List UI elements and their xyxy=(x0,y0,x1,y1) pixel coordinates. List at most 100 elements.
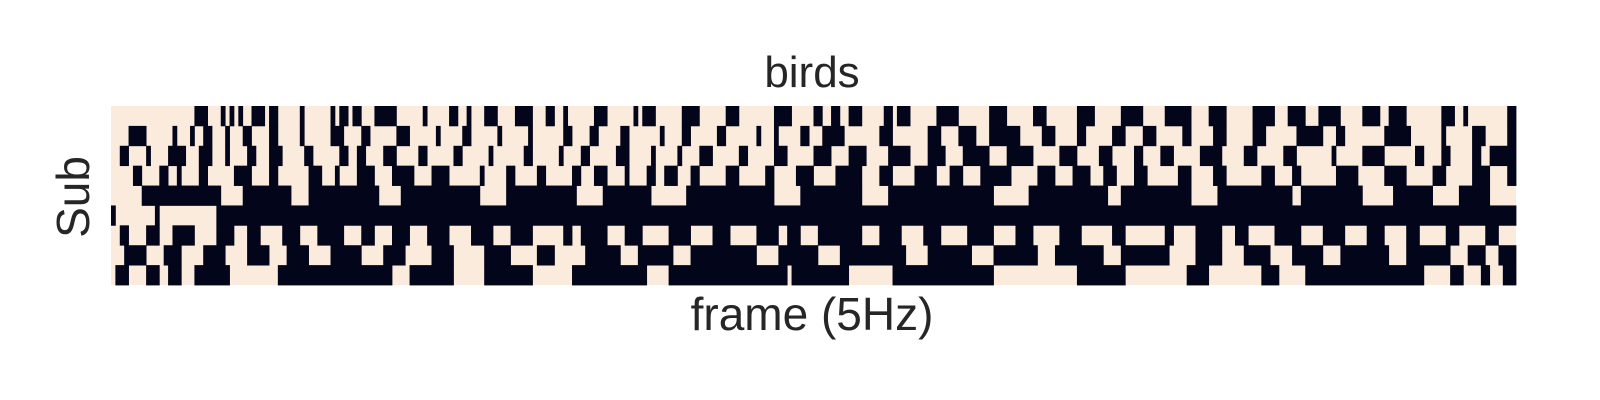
heatmap-cell xyxy=(572,265,648,286)
heatmap-cell xyxy=(1213,165,1227,186)
heatmap-cell xyxy=(1388,106,1407,127)
heatmap-cell xyxy=(1441,145,1451,167)
heatmap-cell xyxy=(1041,125,1056,147)
heatmap-cell xyxy=(247,145,257,167)
heatmap-cell xyxy=(800,125,810,147)
heatmap-cell xyxy=(1177,165,1192,186)
heatmap-cell xyxy=(980,165,1012,186)
heatmap-cell xyxy=(1458,185,1491,206)
heatmap-cell xyxy=(936,106,959,127)
heatmap-cell xyxy=(817,225,863,246)
heatmap-cell xyxy=(514,106,533,127)
heatmap-cell xyxy=(1015,225,1034,246)
heatmap-cell xyxy=(585,245,621,266)
heatmap-cell xyxy=(159,165,169,186)
heatmap-cell xyxy=(1059,225,1082,246)
heatmap-cell xyxy=(299,125,305,147)
heatmap-cell xyxy=(1186,265,1210,286)
heatmap-cell xyxy=(190,125,195,147)
heatmap-cell xyxy=(528,125,533,147)
heatmap-cell xyxy=(242,125,252,147)
heatmap-cell xyxy=(1076,265,1126,286)
heatmap-cell xyxy=(681,106,700,127)
heatmap-cell xyxy=(1195,245,1223,266)
heatmap-cell xyxy=(510,225,533,246)
heatmap-cell xyxy=(1006,145,1034,167)
heatmap-cell xyxy=(1502,265,1517,286)
heatmap-cell xyxy=(1072,165,1091,186)
heatmap-cell xyxy=(361,125,371,147)
heatmap-cell xyxy=(484,245,511,266)
heatmap-cell xyxy=(220,106,226,127)
heatmap-row-9 xyxy=(115,265,1517,286)
heatmap-cell xyxy=(334,165,340,186)
heatmap-cell xyxy=(822,125,845,147)
heatmap-cell xyxy=(141,185,222,206)
heatmap-cell xyxy=(269,125,279,147)
heatmap-cell xyxy=(967,225,994,246)
heatmap-cell xyxy=(738,145,749,167)
heatmap-cell xyxy=(479,165,485,186)
heatmap-cell xyxy=(115,265,129,286)
heatmap-row-4 xyxy=(132,165,1517,186)
heatmap-row-7 xyxy=(119,225,1499,246)
heatmap-cell xyxy=(317,225,345,246)
heatmap-cell xyxy=(1441,125,1447,147)
heatmap-cell xyxy=(686,185,775,206)
heatmap-cell xyxy=(1195,225,1223,246)
heatmap-cell xyxy=(506,185,577,206)
heatmap-cell xyxy=(1498,245,1517,266)
heatmap-cell xyxy=(198,145,213,167)
heatmap-cell xyxy=(1362,106,1381,127)
heatmap-cell xyxy=(1432,165,1447,186)
heatmap-cell xyxy=(668,225,691,246)
heatmap-cell xyxy=(119,145,129,167)
heatmap-cell xyxy=(462,125,472,147)
heatmap-cell xyxy=(615,145,630,167)
heatmap-cell xyxy=(756,225,779,246)
heatmap-cell xyxy=(563,125,573,147)
heatmap-cell xyxy=(172,125,178,147)
heatmap-cell xyxy=(132,165,143,186)
heatmap-cell xyxy=(813,145,832,167)
heatmap-cell xyxy=(1472,145,1482,167)
heatmap-cell xyxy=(949,165,964,186)
heatmap-cell xyxy=(1406,225,1420,246)
heatmap-cell xyxy=(1472,125,1486,147)
heatmap-cell xyxy=(251,106,266,127)
heatmap-cell xyxy=(400,185,481,206)
heatmap-cell xyxy=(1252,125,1267,147)
heatmap-cell xyxy=(308,165,323,186)
heatmap-cell xyxy=(163,245,182,266)
heatmap-cell xyxy=(1445,225,1460,246)
heatmap-cell xyxy=(1366,225,1385,246)
heatmap-cell xyxy=(699,145,713,167)
chart-title: birds xyxy=(764,48,859,97)
heatmap-cell xyxy=(194,265,230,286)
heatmap-cell xyxy=(154,205,160,226)
heatmap-cell xyxy=(466,106,472,127)
heatmap-cell xyxy=(1292,165,1302,186)
heatmap-cell xyxy=(392,165,415,186)
heatmap-cell xyxy=(194,106,208,127)
heatmap-cell xyxy=(124,245,147,266)
heatmap-cell xyxy=(339,145,349,167)
heatmap-cell xyxy=(1134,165,1148,186)
heatmap-cell xyxy=(536,165,547,186)
heatmap-cell xyxy=(330,125,345,147)
heatmap-cell xyxy=(449,106,459,127)
heatmap-cell xyxy=(1160,145,1174,167)
heatmap-cell xyxy=(773,106,792,127)
heatmap-cell xyxy=(558,145,564,167)
heatmap-cell xyxy=(1120,185,1192,206)
heatmap-cell xyxy=(374,106,397,127)
heatmap-cell xyxy=(1142,125,1157,147)
heatmap-cell xyxy=(1120,245,1170,266)
heatmap-cell xyxy=(800,185,863,206)
heatmap-cell xyxy=(1213,125,1227,147)
heatmap-cell xyxy=(773,125,779,147)
heatmap-cell xyxy=(624,225,643,246)
heatmap-cell xyxy=(1331,145,1337,167)
heatmap-cell xyxy=(756,125,762,147)
